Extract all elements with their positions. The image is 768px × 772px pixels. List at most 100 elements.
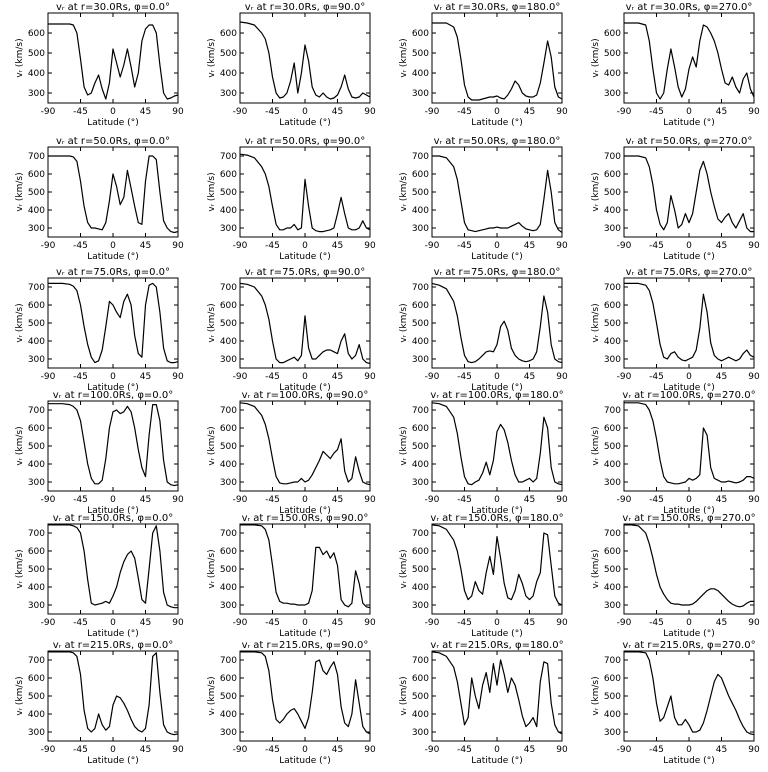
panel-title: vᵣ at r=150.0Rs, φ=90.0° bbox=[242, 513, 369, 524]
x-tick-label: -45 bbox=[649, 241, 664, 251]
panel-1-3: vᵣ at r=30.0Rs, φ=180.0° -90 -45 0 45 90 300 40… bbox=[399, 2, 568, 128]
y-tick-label: 700 bbox=[604, 283, 621, 293]
y-tick-label: 700 bbox=[220, 529, 237, 539]
x-tick-label: 45 bbox=[716, 745, 727, 755]
plot-frame bbox=[431, 277, 563, 369]
x-tick-label: 45 bbox=[140, 372, 151, 382]
y-tick-label: 300 bbox=[412, 89, 429, 99]
panel-title: vᵣ at r=75.0Rs, φ=180.0° bbox=[434, 267, 561, 278]
panel-title: vᵣ at r=30.0Rs, φ=0.0° bbox=[56, 2, 170, 13]
panel-2-3: vᵣ at r=50.0Rs, φ=180.0° -90 -45 0 45 90 300 40… bbox=[399, 136, 568, 262]
x-tick-label: 90 bbox=[556, 495, 568, 505]
x-tick-label: -90 bbox=[617, 745, 632, 755]
x-tick-label: -45 bbox=[73, 495, 88, 505]
x-tick-label: 0 bbox=[494, 745, 500, 755]
panel-4-4: vᵣ at r=100.0Rs, φ=270.0° -90 -45 0 45 90 300 4… bbox=[591, 390, 760, 516]
x-tick-label: -90 bbox=[617, 372, 632, 382]
y-tick-label: 600 bbox=[604, 29, 621, 39]
plot-frame bbox=[47, 650, 179, 742]
plot-frame bbox=[47, 12, 179, 104]
y-tick-label: 700 bbox=[604, 406, 621, 416]
x-axis-label: Latitude (°) bbox=[663, 383, 714, 393]
y-tick-label: 400 bbox=[220, 583, 237, 593]
y-tick-label: 500 bbox=[220, 49, 237, 59]
x-tick-label: 0 bbox=[686, 495, 692, 505]
x-tick-label: 0 bbox=[494, 241, 500, 251]
y-tick-label: 400 bbox=[28, 69, 45, 79]
x-tick-label: -90 bbox=[41, 745, 56, 755]
panel-title: vᵣ at r=75.0Rs, φ=270.0° bbox=[626, 267, 753, 278]
y-tick-label: 300 bbox=[604, 355, 621, 365]
plot-frame bbox=[431, 146, 563, 238]
series-line bbox=[431, 402, 563, 486]
x-axis-label: Latitude (°) bbox=[471, 252, 522, 262]
y-axis-label: vᵣ (km/s) bbox=[399, 549, 409, 588]
x-axis-label: Latitude (°) bbox=[663, 252, 714, 262]
panel-3-2: vᵣ at r=75.0Rs, φ=90.0° -90 -45 0 45 90 300 400… bbox=[207, 267, 376, 393]
y-tick-label: 700 bbox=[604, 529, 621, 539]
y-tick-label: 300 bbox=[220, 478, 237, 488]
y-tick-label: 600 bbox=[412, 29, 429, 39]
y-tick-label: 400 bbox=[220, 460, 237, 470]
x-tick-label: -45 bbox=[649, 107, 664, 117]
x-tick-label: 45 bbox=[332, 495, 343, 505]
panel-6-3: vᵣ at r=215.0Rs, φ=180.0° -90 -45 0 45 90 300 4… bbox=[399, 640, 568, 766]
x-tick-label: 90 bbox=[172, 495, 184, 505]
y-tick-label: 500 bbox=[412, 442, 429, 452]
x-tick-label: 45 bbox=[524, 241, 535, 251]
x-axis-label: Latitude (°) bbox=[279, 118, 330, 128]
x-tick-label: 90 bbox=[364, 107, 376, 117]
x-tick-label: 0 bbox=[686, 241, 692, 251]
x-tick-label: -90 bbox=[617, 241, 632, 251]
y-tick-label: 600 bbox=[412, 424, 429, 434]
x-tick-label: 90 bbox=[748, 495, 760, 505]
x-tick-label: 0 bbox=[686, 618, 692, 628]
series-line bbox=[239, 402, 371, 486]
x-tick-label: 90 bbox=[748, 618, 760, 628]
x-tick-label: 45 bbox=[524, 618, 535, 628]
panel-title: vᵣ at r=150.0Rs, φ=180.0° bbox=[430, 513, 563, 524]
y-axis-label: vᵣ (km/s) bbox=[591, 426, 601, 465]
x-axis-label: Latitude (°) bbox=[87, 383, 138, 393]
x-tick-label: -45 bbox=[265, 618, 280, 628]
y-tick-label: 700 bbox=[412, 283, 429, 293]
y-tick-label: 600 bbox=[28, 29, 45, 39]
panel-5-1: vᵣ at r=150.0Rs, φ=0.0° -90 -45 0 45 90 300 400… bbox=[15, 513, 184, 639]
x-tick-label: 0 bbox=[302, 618, 308, 628]
x-tick-label: 90 bbox=[556, 372, 568, 382]
y-tick-label: 500 bbox=[604, 49, 621, 59]
series-line bbox=[240, 524, 371, 609]
panel-title: vᵣ at r=30.0Rs, φ=90.0° bbox=[245, 2, 365, 13]
y-tick-label: 500 bbox=[28, 442, 45, 452]
panel-title: vᵣ at r=215.0Rs, φ=90.0° bbox=[242, 640, 369, 651]
panel-6-4: vᵣ at r=215.0Rs, φ=270.0° -90 -45 0 45 90 300 4… bbox=[591, 640, 760, 766]
y-tick-label: 300 bbox=[412, 355, 429, 365]
x-tick-label: 0 bbox=[302, 241, 308, 251]
y-tick-label: 600 bbox=[28, 170, 45, 180]
y-tick-label: 500 bbox=[28, 188, 45, 198]
y-tick-label: 400 bbox=[604, 337, 621, 347]
x-axis-label: Latitude (°) bbox=[279, 252, 330, 262]
y-axis-label: vᵣ (km/s) bbox=[591, 38, 601, 77]
x-axis-label: Latitude (°) bbox=[471, 506, 522, 516]
x-tick-label: 0 bbox=[302, 495, 308, 505]
y-tick-label: 300 bbox=[220, 728, 237, 738]
y-tick-label: 700 bbox=[412, 529, 429, 539]
plot-frame bbox=[239, 12, 371, 104]
y-tick-label: 700 bbox=[28, 406, 45, 416]
y-tick-label: 300 bbox=[412, 478, 429, 488]
y-tick-label: 500 bbox=[220, 442, 237, 452]
x-tick-label: 90 bbox=[364, 372, 376, 382]
series-line bbox=[432, 22, 563, 101]
x-tick-label: -45 bbox=[73, 745, 88, 755]
x-axis-label: Latitude (°) bbox=[471, 383, 522, 393]
x-axis-label: Latitude (°) bbox=[87, 118, 138, 128]
y-tick-label: 300 bbox=[220, 355, 237, 365]
x-tick-label: 45 bbox=[140, 618, 151, 628]
panel-2-1: vᵣ at r=50.0Rs, φ=0.0° -90 -45 0 45 90 300 400 5… bbox=[15, 136, 184, 262]
y-axis-label: vᵣ (km/s) bbox=[15, 172, 25, 211]
x-tick-label: 45 bbox=[716, 107, 727, 117]
x-tick-label: -90 bbox=[425, 241, 440, 251]
x-tick-label: 90 bbox=[172, 618, 184, 628]
